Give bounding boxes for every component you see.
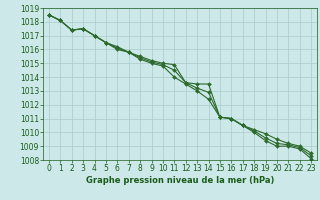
X-axis label: Graphe pression niveau de la mer (hPa): Graphe pression niveau de la mer (hPa): [86, 176, 274, 185]
